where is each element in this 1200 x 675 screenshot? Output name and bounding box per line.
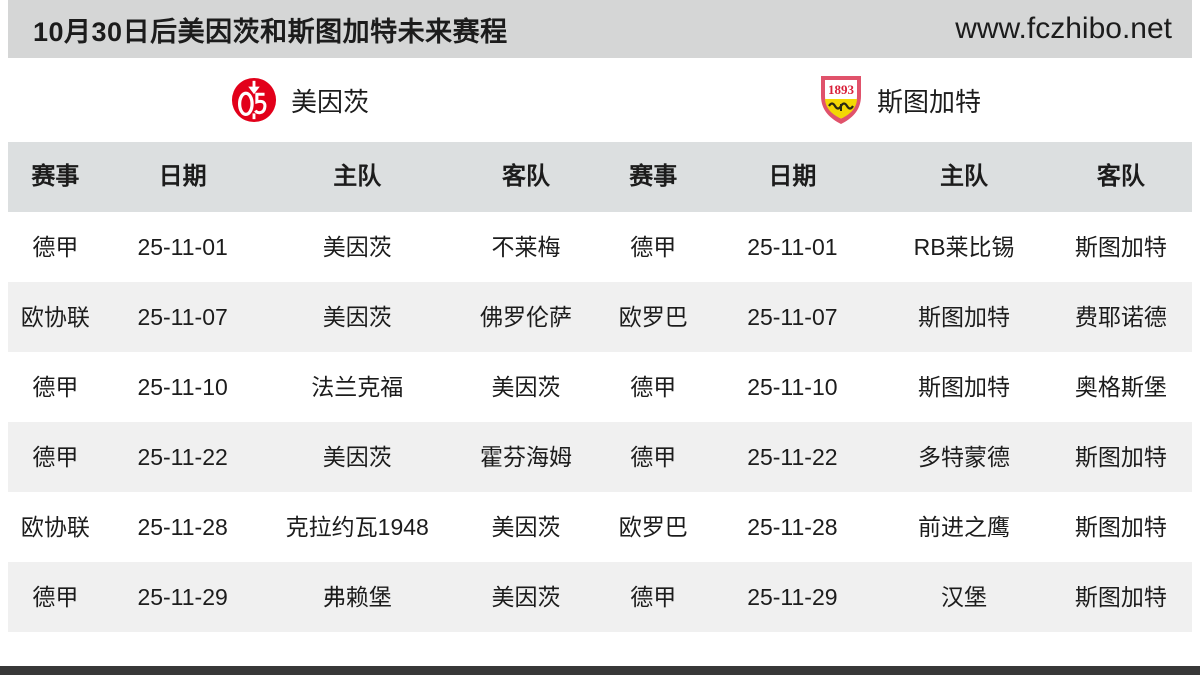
competition-cell: 德甲 (630, 444, 677, 470)
away-team-cell: 费耶诺德 (1074, 304, 1167, 330)
away-team-cell: 美因茨 (491, 514, 561, 540)
home-team-cell: 斯图加特 (918, 374, 1011, 400)
home-team-cell: 美因茨 (322, 234, 392, 260)
competition-cell: 德甲 (630, 584, 677, 610)
right-fixture: 德甲 25-11-01 RB莱比锡 斯图加特 (600, 212, 1192, 282)
date-cell: 25-11-22 (747, 444, 838, 470)
home-team-cell: 汉堡 (941, 584, 988, 610)
table-row: 德甲 25-11-29 弗赖堡 美因茨 德甲 25-11-29 汉堡 斯图加特 (8, 562, 1192, 632)
home-team-cell: 弗赖堡 (322, 584, 392, 610)
away-team-cell: 奥格斯堡 (1074, 374, 1167, 400)
left-fixture: 欧协联 25-11-28 克拉约瓦1948 美因茨 (8, 492, 600, 562)
page-title: 10月30日后美因茨和斯图加特未来赛程 (33, 16, 508, 47)
competition-cell: 德甲 (32, 234, 79, 260)
col-header-competition: 赛事 (629, 163, 678, 190)
competition-cell: 德甲 (630, 234, 677, 260)
date-cell: 25-11-29 (747, 584, 838, 610)
right-fixture: 欧罗巴 25-11-07 斯图加特 费耶诺德 (600, 282, 1192, 352)
date-cell: 25-11-29 (137, 584, 228, 610)
home-team-cell: 多特蒙德 (918, 444, 1011, 470)
date-cell: 25-11-01 (747, 234, 838, 260)
team-name-stuttgart: 斯图加特 (876, 86, 981, 117)
home-team-cell: 克拉约瓦1948 (285, 514, 429, 540)
table-row: 欧协联 25-11-07 美因茨 佛罗伦萨 欧罗巴 25-11-07 斯图加特 费耶诺德 (8, 282, 1192, 352)
col-header-date: 日期 (768, 163, 817, 190)
table-body: 德甲 25-11-01 美因茨 不莱梅 德甲 25-11-01 RB莱比锡 斯图加特 欧协联 25… (0, 212, 1200, 632)
date-cell: 25-11-10 (747, 374, 838, 400)
home-team-cell: 法兰克福 (311, 374, 404, 400)
teams-row: 美因茨 1893 斯图加特 (0, 58, 1200, 142)
date-cell: 25-11-28 (747, 514, 838, 540)
table-row: 德甲 25-11-22 美因茨 霍芬海姆 德甲 25-11-22 多特蒙德 斯图加特 (8, 422, 1192, 492)
col-header-home: 主队 (940, 163, 989, 190)
table-row: 德甲 25-11-10 法兰克福 美因茨 德甲 25-11-10 斯图加特 奥格斯堡 (8, 352, 1192, 422)
home-team-cell: 美因茨 (322, 304, 392, 330)
top-header-bar: 10月30日后美因茨和斯图加特未来赛程 www.fczhibo.net (8, 0, 1192, 58)
away-team-cell: 佛罗伦萨 (479, 304, 572, 330)
team-name-mainz: 美因茨 (290, 86, 369, 117)
col-header-competition: 赛事 (31, 163, 80, 190)
left-fixture: 德甲 25-11-22 美因茨 霍芬海姆 (8, 422, 600, 492)
site-url: www.fczhibo.net (955, 12, 1172, 45)
table-header-row: 赛事 日期 主队 客队 赛事 日期 主队 客队 (8, 142, 1192, 212)
away-team-cell: 斯图加特 (1074, 514, 1167, 540)
col-header-away: 客队 (1096, 163, 1145, 190)
col-header-home: 主队 (333, 163, 382, 190)
col-header-away: 客队 (501, 163, 550, 190)
right-fixture: 欧罗巴 25-11-28 前进之鹰 斯图加特 (600, 492, 1192, 562)
home-team-cell: 美因茨 (322, 444, 392, 470)
left-fixture: 德甲 25-11-10 法兰克福 美因茨 (8, 352, 600, 422)
table-header-left: 赛事 日期 主队 客队 (8, 142, 600, 212)
right-fixture: 德甲 25-11-22 多特蒙德 斯图加特 (600, 422, 1192, 492)
away-team-cell: 美因茨 (491, 584, 561, 610)
date-cell: 25-11-22 (137, 444, 228, 470)
away-team-cell: 美因茨 (491, 374, 561, 400)
competition-cell: 欧协联 (20, 514, 90, 540)
away-team-cell: 斯图加特 (1074, 444, 1167, 470)
away-team-cell: 斯图加特 (1074, 234, 1167, 260)
competition-cell: 欧罗巴 (618, 514, 688, 540)
date-cell: 25-11-07 (137, 304, 228, 330)
team-header-mainz: 美因茨 (0, 58, 600, 142)
away-team-cell: 斯图加特 (1074, 584, 1167, 610)
table-header-right: 赛事 日期 主队 客队 (600, 142, 1192, 212)
stuttgart-crest-year: 1893 (828, 82, 855, 97)
col-header-date: 日期 (158, 163, 207, 190)
team-header-stuttgart: 1893 斯图加特 (600, 58, 1200, 142)
home-team-cell: RB莱比锡 (913, 234, 1015, 260)
date-cell: 25-11-10 (137, 374, 228, 400)
competition-cell: 欧罗巴 (618, 304, 688, 330)
competition-cell: 德甲 (630, 374, 677, 400)
competition-cell: 德甲 (32, 444, 79, 470)
bottom-divider-bar (0, 666, 1200, 675)
left-fixture: 德甲 25-11-29 弗赖堡 美因茨 (8, 562, 600, 632)
date-cell: 25-11-07 (747, 304, 838, 330)
table-row: 欧协联 25-11-28 克拉约瓦1948 美因茨 欧罗巴 25-11-28 前进之鹰 斯图加… (8, 492, 1192, 562)
right-fixture: 德甲 25-11-29 汉堡 斯图加特 (600, 562, 1192, 632)
date-cell: 25-11-28 (137, 514, 228, 540)
away-team-cell: 不莱梅 (491, 234, 561, 260)
home-team-cell: 斯图加特 (918, 304, 1011, 330)
left-fixture: 欧协联 25-11-07 美因茨 佛罗伦萨 (8, 282, 600, 352)
left-fixture: 德甲 25-11-01 美因茨 不莱梅 (8, 212, 600, 282)
competition-cell: 德甲 (32, 584, 79, 610)
table-row: 德甲 25-11-01 美因茨 不莱梅 德甲 25-11-01 RB莱比锡 斯图加特 (8, 212, 1192, 282)
date-cell: 25-11-01 (137, 234, 228, 260)
right-fixture: 德甲 25-11-10 斯图加特 奥格斯堡 (600, 352, 1192, 422)
mainz-crest-icon (231, 77, 277, 123)
competition-cell: 欧协联 (20, 304, 90, 330)
away-team-cell: 霍芬海姆 (479, 444, 572, 470)
competition-cell: 德甲 (32, 374, 79, 400)
stuttgart-crest-icon: 1893 (820, 76, 861, 124)
home-team-cell: 前进之鹰 (918, 514, 1011, 540)
